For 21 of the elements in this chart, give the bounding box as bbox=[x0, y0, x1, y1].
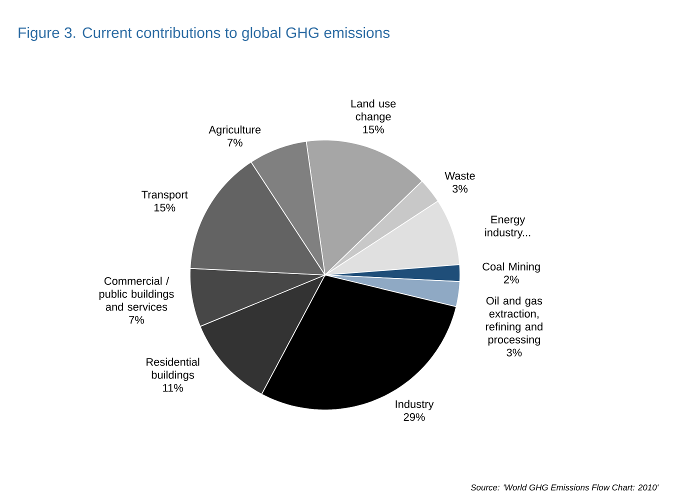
slice-label: Residential buildings bbox=[146, 358, 200, 381]
data-label: 11% bbox=[163, 384, 183, 392]
slice-label: Oil and gas extraction, refining and processing bbox=[486, 296, 542, 346]
data-label: 2% bbox=[504, 276, 519, 284]
data-label: 7% bbox=[228, 138, 242, 146]
slice-label: Commercial / public buildings and services bbox=[99, 276, 174, 311]
slice-label: Agriculture bbox=[208, 126, 261, 136]
source-note: Source: 'World GHG Emissions Flow Chart: 2010' bbox=[470, 484, 659, 490]
slice-label: Industry bbox=[396, 400, 434, 410]
slice-label: Land use change bbox=[351, 99, 396, 123]
data-label: 7% bbox=[129, 316, 144, 324]
slice-label: Transport bbox=[142, 190, 188, 201]
slice-label: Coal Mining bbox=[482, 262, 540, 273]
data-label: 15% bbox=[363, 126, 384, 134]
data-label: 29% bbox=[404, 413, 425, 421]
data-label: 3% bbox=[452, 184, 468, 193]
slice-label: Energy industry... bbox=[485, 216, 530, 238]
chart-title: Figure 3. Current contributions to global GHG emissions bbox=[18, 27, 390, 41]
data-label: 15% bbox=[154, 204, 176, 212]
data-label: 3% bbox=[506, 348, 522, 356]
slice-label: Waste bbox=[444, 172, 475, 180]
